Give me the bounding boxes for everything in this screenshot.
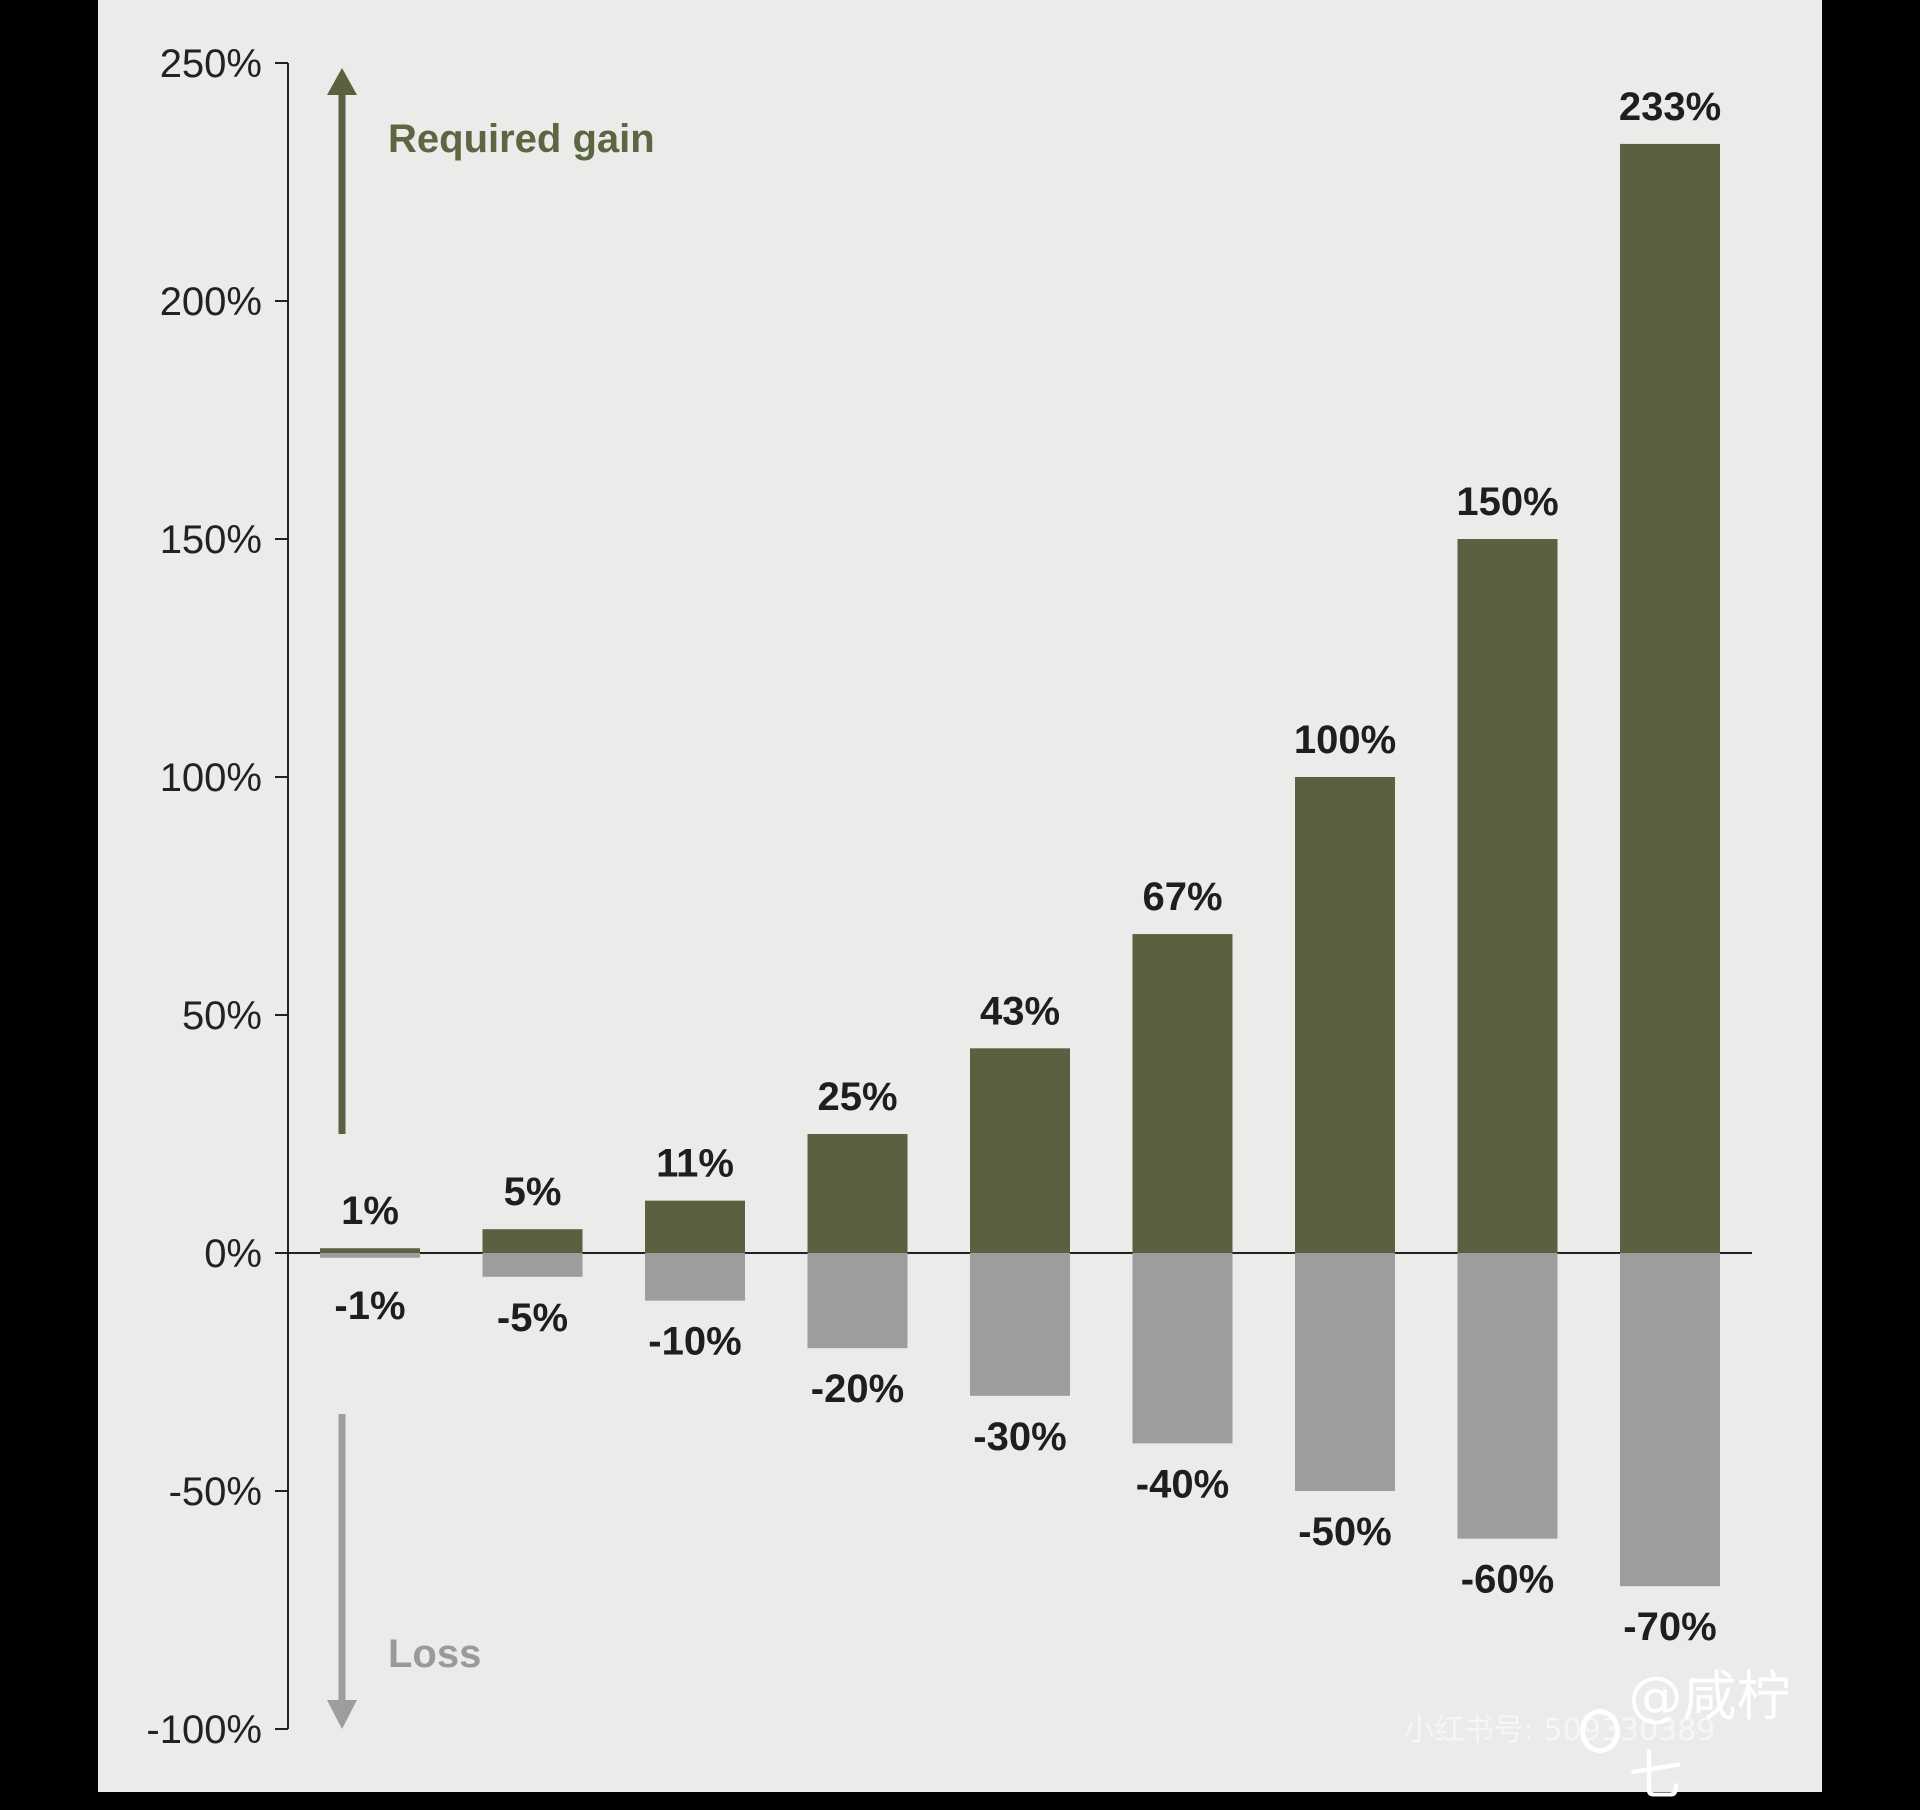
gain-data-label: 43% <box>980 989 1060 1033</box>
chart-panel: 250% 200% 150% 100% 50% 0% -50% -100% 1% -1% 5% -5… <box>98 0 1822 1807</box>
gain-data-label: 1% <box>341 1189 399 1233</box>
loss-data-label: -50% <box>1298 1510 1391 1554</box>
y-tick-label: 100% <box>160 756 262 800</box>
loss-bar <box>1620 1253 1720 1587</box>
gain-data-label: 67% <box>1142 875 1222 919</box>
bars <box>320 143 1720 1587</box>
y-tick-label: 150% <box>160 518 262 562</box>
loss-arrow-head <box>327 1700 357 1729</box>
loss-bar <box>482 1253 583 1277</box>
watermark-handle: @咸柠七 <box>1580 1652 1822 1810</box>
loss-data-label: -10% <box>648 1320 741 1364</box>
y-tick-label: 0% <box>204 1232 262 1276</box>
y-tick-label: -50% <box>169 1470 262 1514</box>
loss-data-label: -1% <box>334 1284 405 1328</box>
gain-data-label: 25% <box>817 1075 897 1119</box>
loss-bar <box>1295 1253 1395 1491</box>
gain-bar <box>1132 934 1233 1253</box>
loss-annotation: Loss <box>388 1632 481 1676</box>
gain-data-label: 11% <box>656 1142 734 1186</box>
gain-bar <box>1620 143 1720 1253</box>
gain-bar <box>1295 777 1395 1253</box>
gain-data-label: 5% <box>504 1170 562 1214</box>
loss-data-label: -60% <box>1461 1558 1554 1602</box>
loss-bar <box>1132 1253 1233 1444</box>
loss-bar <box>807 1253 908 1349</box>
gain-bar <box>807 1134 908 1253</box>
loss-bar <box>645 1253 745 1301</box>
loss-bar <box>1457 1253 1558 1539</box>
gain-bar <box>482 1229 583 1253</box>
gain-data-label: 150% <box>1456 480 1558 524</box>
loss-data-label: -5% <box>497 1296 568 1340</box>
watermark-handle-text: @咸柠七 <box>1628 1665 1791 1807</box>
y-tick-label: 50% <box>182 994 262 1038</box>
gain-bar <box>970 1048 1070 1253</box>
gain-bar <box>1457 539 1558 1253</box>
direction-annotations: Required gain Loss <box>327 68 655 1729</box>
gain-bar <box>645 1200 745 1253</box>
gain-arrow-head <box>327 68 357 95</box>
loss-data-label: -70% <box>1623 1605 1716 1649</box>
loss-data-label: -40% <box>1136 1462 1229 1506</box>
watermark-logo-icon <box>1580 1709 1621 1753</box>
y-tick-label: 200% <box>160 280 262 324</box>
loss-data-label: -30% <box>973 1415 1066 1459</box>
y-tick-label: 250% <box>160 42 262 86</box>
loss-bar <box>970 1253 1070 1396</box>
gain-data-label: 233% <box>1619 85 1721 129</box>
gain-annotation: Required gain <box>388 117 655 161</box>
gain-data-label: 100% <box>1294 718 1396 762</box>
loss-data-label: -20% <box>811 1367 904 1411</box>
watermark-platform-id: 小红书号: 509330389 <box>1404 1713 1716 1748</box>
gain-bar <box>320 1248 420 1253</box>
loss-vs-required-gain-chart: 250% 200% 150% 100% 50% 0% -50% -100% 1% -1% 5% -5… <box>146 42 1752 1752</box>
data-labels: 1% -1% 5% -5% 11% -10% 25% -20% 43% -30% 67% -40% 10… <box>334 85 1721 1649</box>
loss-bar <box>320 1253 420 1258</box>
y-tick-label: -100% <box>146 1708 262 1752</box>
